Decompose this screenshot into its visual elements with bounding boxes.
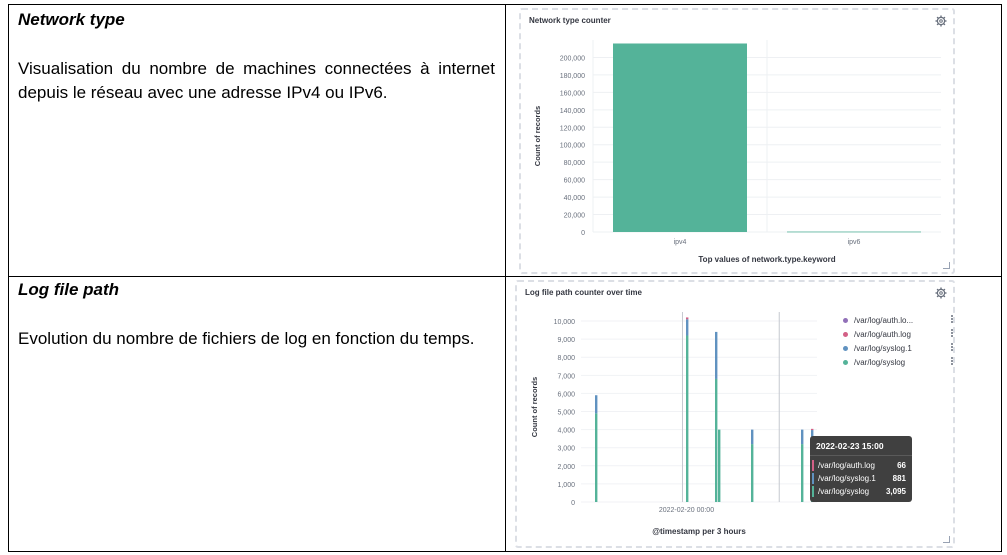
y-tick-label: 10,000 [554,319,576,326]
legend-item[interactable]: /var/log/auth.log [843,327,953,341]
legend-label: /var/log/syslog [854,357,906,367]
bar-segment [595,413,598,502]
y-tick-label: 0 [581,230,585,237]
y-tick-label: 7,000 [557,373,575,380]
bar-segment [686,317,689,320]
tooltip-header: 2022-02-23 15:00 [810,436,912,456]
y-tick-label: 5,000 [557,410,575,417]
tooltip-value: 3,095 [885,487,906,496]
legend-item[interactable]: /var/log/syslog [843,355,953,369]
tooltip-swatch [812,473,814,484]
y-tick-label: 100,000 [560,143,585,150]
y-axis-label: Count of records [530,377,539,437]
y-tick-label: 2,000 [557,464,575,471]
bar-segment [715,331,718,379]
log-file-path-chart: 0 1,000 2,000 3,000 4,000 5,000 6,000 7,000 8,00… [530,312,817,536]
legend-label: /var/log/auth.log [854,329,911,339]
y-tick-label: 0 [571,500,575,507]
y-axis-label: Count of records [533,106,542,166]
y-tick-label: 3,000 [557,446,575,453]
tooltip-series-name: /var/log/auth.log [818,461,875,470]
y-tick-label: 80,000 [564,160,586,167]
tooltip-value: 66 [897,461,906,470]
legend-swatch [843,317,848,323]
resize-handle[interactable] [943,536,950,543]
y-tick-label: 6,000 [557,391,575,398]
log-file-path-panel: Log file path counter over time 0 1,000 2,… [515,280,955,548]
y-tick-label: 1,000 [557,482,575,489]
tooltip-swatch [812,460,814,471]
network-type-panel: Network type counter 0 20,000 40,000 60,000… [519,8,955,274]
y-tick-label: 140,000 [560,108,585,115]
table-border-center [505,4,506,552]
bar-segment [686,319,689,336]
bar-segment [811,428,814,431]
x-tick-label: 2022-02-20 00:00 [659,507,714,514]
x-axis-label: @timestamp per 3 hours [652,527,746,536]
gear-icon[interactable] [935,15,947,27]
panel-title: Log file path counter over time [525,288,642,297]
y-tick-label: 4,000 [557,428,575,435]
tooltip-series-name: /var/log/syslog.1 [818,474,876,483]
table-border-middle [8,276,1001,277]
legend-label: /var/log/auth.lo... [854,315,914,325]
tooltip-row: /var/log/auth.log 66 [810,459,912,472]
panel-title: Network type counter [529,16,611,25]
bar-segment [718,429,721,502]
y-tick-label: 40,000 [564,195,586,202]
tooltip-swatch [812,486,814,497]
y-tick-label: 8,000 [557,355,575,362]
bar-segment [595,395,598,414]
network-type-chart: 0 20,000 40,000 60,000 80,000 100,000 120,000 1… [533,40,941,264]
y-tick-label: 120,000 [560,125,585,132]
x-tick-label: ipv4 [674,239,687,246]
y-tick-label: 20,000 [564,213,586,220]
bar-segment [801,444,804,502]
legend-label: /var/log/syslog.1 [854,343,912,353]
bar-segment [686,335,689,502]
bar-segment [715,378,718,502]
tooltip-value: 881 [892,474,906,483]
row-description-network-type: Visualisation du nombre de machines conn… [18,59,495,102]
legend-swatch [843,345,848,351]
more-options-icon[interactable] [951,315,953,324]
y-tick-label: 180,000 [560,73,585,80]
legend-item[interactable]: /var/log/auth.lo... [843,313,953,327]
bar-segment [751,429,754,445]
x-axis-label: Top values of network.type.keyword [698,255,835,264]
bar-segment [751,444,754,502]
table-border-right [1001,4,1002,552]
table-border-top [8,4,1001,5]
tooltip-row: /var/log/syslog 3,095 [810,485,912,498]
row-title-log-file-path: Log file path [18,280,120,299]
more-options-icon[interactable] [951,357,953,366]
x-tick-label: ipv6 [848,239,861,246]
chart-legend: /var/log/auth.lo... /var/log/auth.log/var… [843,313,953,369]
legend-item[interactable]: /var/log/syslog.1 [843,341,953,355]
y-tick-label: 160,000 [560,90,585,97]
y-tick-label: 200,000 [560,55,585,62]
resize-handle[interactable] [943,262,950,269]
y-tick-label: 60,000 [564,178,586,185]
tooltip-row: /var/log/syslog.1 881 [810,472,912,485]
chart-tooltip: 2022-02-23 15:00 /var/log/auth.log 66/var… [810,436,912,502]
row-description-log-file-path: Evolution du nombre de fichiers de log e… [18,329,475,348]
more-options-icon[interactable] [951,329,953,338]
y-tick-label: 9,000 [557,337,575,344]
row-title-network-type: Network type [18,10,125,29]
gear-icon[interactable] [935,287,947,299]
bar-ipv4 [613,43,747,233]
legend-swatch [843,359,848,365]
legend-swatch [843,331,848,337]
tooltip-series-name: /var/log/syslog [818,487,870,496]
table-border-bottom [8,551,1001,552]
bar-ipv6 [787,231,921,233]
bar-segment [801,429,804,445]
table-border-left [8,4,9,552]
more-options-icon[interactable] [951,343,953,352]
